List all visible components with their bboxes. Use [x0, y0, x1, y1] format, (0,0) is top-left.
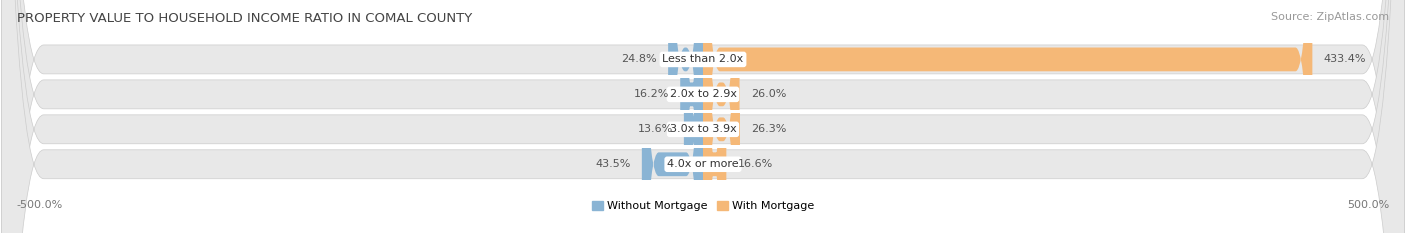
FancyBboxPatch shape — [703, 0, 1312, 233]
Text: 26.0%: 26.0% — [751, 89, 786, 99]
Text: 2.0x to 2.9x: 2.0x to 2.9x — [669, 89, 737, 99]
Text: 4.0x or more: 4.0x or more — [668, 159, 738, 169]
Legend: Without Mortgage, With Mortgage: Without Mortgage, With Mortgage — [588, 197, 818, 216]
Text: 500.0%: 500.0% — [1347, 200, 1389, 210]
Text: Source: ZipAtlas.com: Source: ZipAtlas.com — [1271, 12, 1389, 22]
FancyBboxPatch shape — [683, 0, 703, 233]
Text: -500.0%: -500.0% — [17, 200, 63, 210]
FancyBboxPatch shape — [703, 0, 740, 233]
FancyBboxPatch shape — [681, 0, 703, 233]
Text: PROPERTY VALUE TO HOUSEHOLD INCOME RATIO IN COMAL COUNTY: PROPERTY VALUE TO HOUSEHOLD INCOME RATIO… — [17, 12, 472, 25]
Text: 43.5%: 43.5% — [595, 159, 630, 169]
Text: Less than 2.0x: Less than 2.0x — [662, 55, 744, 64]
Text: 13.6%: 13.6% — [637, 124, 672, 134]
Text: 16.6%: 16.6% — [738, 159, 773, 169]
FancyBboxPatch shape — [641, 0, 703, 233]
FancyBboxPatch shape — [703, 0, 740, 233]
Text: 16.2%: 16.2% — [634, 89, 669, 99]
FancyBboxPatch shape — [703, 0, 727, 233]
Text: 26.3%: 26.3% — [751, 124, 786, 134]
Text: 24.8%: 24.8% — [621, 55, 657, 64]
Text: 433.4%: 433.4% — [1323, 55, 1367, 64]
FancyBboxPatch shape — [668, 0, 703, 233]
Text: 3.0x to 3.9x: 3.0x to 3.9x — [669, 124, 737, 134]
